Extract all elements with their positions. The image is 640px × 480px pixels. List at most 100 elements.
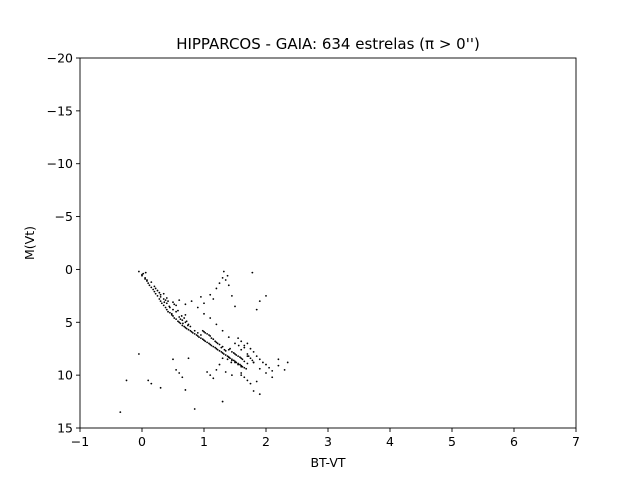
data-point <box>209 293 212 296</box>
x-tick-label: 0 <box>138 434 146 449</box>
data-point <box>240 340 243 343</box>
data-point <box>237 363 240 366</box>
data-point <box>262 361 264 364</box>
data-point <box>231 374 233 377</box>
chart-title: HIPPARCOS - GAIA: 634 estrelas (π > 0'') <box>176 35 480 53</box>
data-point <box>221 352 224 354</box>
data-point <box>258 393 261 396</box>
data-point <box>195 334 198 336</box>
data-point <box>159 296 162 298</box>
data-point <box>234 342 236 345</box>
data-point <box>178 321 181 324</box>
data-point <box>190 330 193 333</box>
data-point <box>258 358 261 361</box>
data-point <box>243 344 246 347</box>
data-point <box>138 270 140 273</box>
data-point <box>240 348 243 351</box>
data-point <box>172 308 174 311</box>
data-point <box>224 349 227 352</box>
data-point <box>182 322 184 325</box>
data-point <box>221 345 224 348</box>
data-point <box>235 361 238 364</box>
data-point <box>203 339 205 342</box>
x-tick-label: 2 <box>262 434 270 449</box>
data-point <box>215 347 218 350</box>
data-point <box>243 346 246 349</box>
y-tick-label: 5 <box>65 315 73 330</box>
data-point <box>239 363 241 366</box>
data-point <box>150 281 153 284</box>
data-point <box>215 368 218 371</box>
data-point <box>153 285 156 288</box>
data-point <box>154 292 157 295</box>
data-point <box>231 350 233 353</box>
data-point <box>265 372 267 374</box>
data-point <box>224 371 227 373</box>
data-point <box>221 400 224 403</box>
data-point <box>209 374 212 377</box>
data-point <box>226 355 229 358</box>
data-point <box>210 337 213 340</box>
data-point <box>184 313 187 316</box>
data-point <box>167 310 169 313</box>
data-point <box>164 306 167 309</box>
y-axis: −20 −15 −10 −5 0 5 10 15 <box>47 51 80 436</box>
data-point <box>212 338 215 341</box>
data-point <box>252 361 255 364</box>
data-point <box>237 337 240 340</box>
data-point <box>172 358 174 361</box>
data-point <box>203 312 205 315</box>
data-point <box>208 342 210 345</box>
data-point <box>224 354 227 356</box>
data-point <box>206 341 209 344</box>
data-point <box>189 325 192 328</box>
data-point <box>268 366 270 369</box>
data-point <box>230 361 233 364</box>
data-point <box>164 299 167 301</box>
data-point <box>271 370 274 372</box>
data-point <box>196 331 199 334</box>
y-tick-label: 15 <box>57 421 73 436</box>
data-point <box>175 310 178 313</box>
data-point <box>249 382 252 385</box>
data-point <box>198 336 200 338</box>
data-point <box>177 309 179 312</box>
data-point <box>183 317 186 319</box>
plot-frame <box>79 57 577 429</box>
data-point <box>193 408 196 410</box>
y-tick-label: −10 <box>47 156 73 171</box>
data-point <box>249 357 252 360</box>
data-point <box>232 359 235 362</box>
data-point <box>227 356 230 359</box>
data-point <box>190 300 193 303</box>
data-point <box>232 352 235 354</box>
data-point <box>179 322 182 325</box>
data-point <box>119 411 122 414</box>
data-point <box>200 337 202 340</box>
data-point <box>246 379 249 382</box>
data-point <box>178 372 181 374</box>
x-tick-label: 4 <box>386 434 394 449</box>
data-point <box>222 270 225 273</box>
data-point <box>206 333 209 335</box>
x-tick-label: 1 <box>200 434 208 449</box>
data-point <box>223 348 226 351</box>
data-point <box>206 371 209 373</box>
x-tick-label: 3 <box>324 434 332 449</box>
data-point <box>255 308 258 311</box>
data-point <box>165 308 168 311</box>
data-point <box>191 331 194 334</box>
data-point <box>184 389 187 391</box>
x-axis: −1 0 1 2 3 4 5 6 7 <box>71 428 580 449</box>
data-point <box>168 305 171 308</box>
data-point <box>231 359 233 362</box>
data-point <box>240 365 243 368</box>
x-tick-label: 5 <box>448 434 456 449</box>
data-point <box>241 358 244 361</box>
data-point <box>227 284 230 287</box>
data-point <box>277 364 280 367</box>
data-point <box>235 354 238 356</box>
data-point <box>193 333 196 335</box>
data-point <box>212 377 215 380</box>
data-point <box>158 298 161 300</box>
